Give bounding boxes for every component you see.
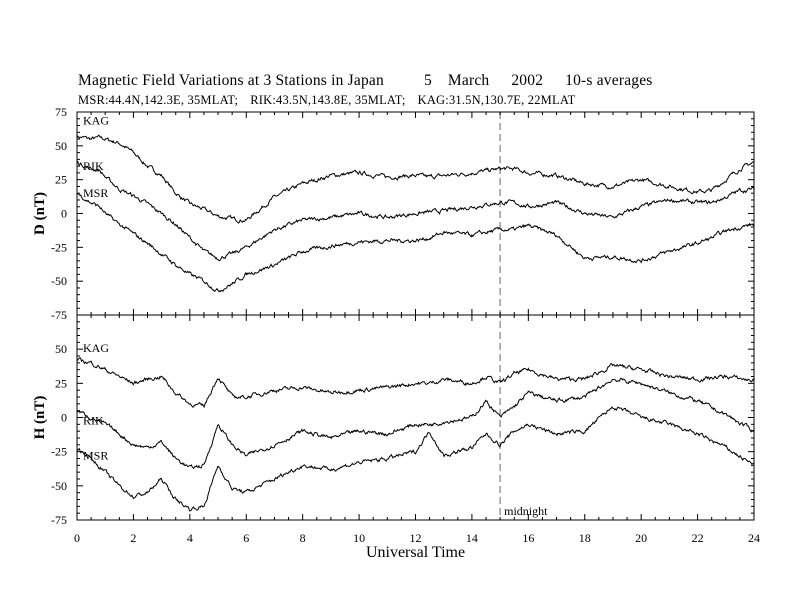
upper-station-label-msr: MSR — [83, 186, 108, 200]
xtick-label: 10 — [353, 531, 365, 545]
title-year: 2002 — [511, 72, 544, 89]
upper-ytick-label: 25 — [55, 173, 67, 187]
lower-series-kag — [76, 356, 755, 409]
xtick-label: 0 — [74, 531, 80, 545]
subtitle-msr: MSR:44.4N,142.3E, 35MLAT; — [78, 93, 239, 107]
xtick-label: 22 — [692, 531, 704, 545]
lower-station-label-kag: KAG — [83, 341, 109, 355]
xtick-label: 14 — [466, 531, 478, 545]
lower-ytick-label: -25 — [51, 445, 67, 459]
xtick-label: 18 — [579, 531, 591, 545]
xtick-label: 20 — [635, 531, 647, 545]
title-averages: 10-s averages — [565, 72, 653, 89]
subtitle-rik: RIK:43.5N,143.8E, 35MLAT; — [250, 93, 406, 107]
title-text: Magnetic Field Variations at 3 Stations … — [78, 72, 384, 89]
lower-series-msr — [76, 406, 755, 512]
title-month: March — [447, 72, 490, 89]
midnight-label: midnight — [504, 504, 548, 518]
lower-series-rik — [76, 377, 755, 470]
upper-station-label-kag: KAG — [83, 113, 109, 127]
lower-station-label-msr: MSR — [83, 449, 108, 463]
chart-subtitle: MSR:44.4N,142.3E, 35MLAT; RIK:43.5N,143.8… — [78, 93, 576, 108]
xtick-label: 4 — [187, 531, 193, 545]
lower-ytick-label: 25 — [55, 376, 67, 390]
upper-ytick-label: 50 — [55, 139, 67, 153]
lower-ytick-label: 50 — [55, 342, 67, 356]
lower-ylabel: H (nT) — [32, 396, 48, 440]
upper-series-rik — [76, 160, 755, 262]
lower-station-label-rik: RIK — [83, 414, 104, 428]
xtick-label: 6 — [243, 531, 249, 545]
lower-panel-frame — [76, 314, 755, 521]
upper-station-label-rik: RIK — [83, 159, 104, 173]
upper-series-msr — [76, 192, 755, 293]
lower-ytick-label: 0 — [61, 411, 67, 425]
xtick-label: 12 — [410, 531, 422, 545]
x-axis-title: Universal Time — [366, 544, 465, 561]
xtick-label: 24 — [748, 531, 760, 545]
upper-ylabel: D (nT) — [32, 192, 48, 235]
xtick-label: 2 — [130, 531, 136, 545]
title-day: 5 — [423, 72, 432, 89]
lower-ytick-label: -50 — [51, 479, 67, 493]
lower-ytick-label: -75 — [51, 513, 67, 527]
upper-ytick-label: 75 — [55, 105, 67, 119]
upper-panel-frame — [76, 111, 755, 316]
upper-ytick-label: -75 — [51, 308, 67, 322]
chart-title: Magnetic Field Variations at 3 Stations … — [78, 72, 653, 90]
xtick-label: 16 — [522, 531, 534, 545]
upper-series-kag — [76, 134, 755, 224]
upper-ytick-label: -50 — [51, 274, 67, 288]
upper-ytick-label: 0 — [61, 207, 67, 221]
upper-ytick-label: -25 — [51, 240, 67, 254]
xtick-label: 8 — [300, 531, 306, 545]
subtitle-kag: KAG:31.5N,130.7E, 22MLAT — [417, 93, 576, 107]
